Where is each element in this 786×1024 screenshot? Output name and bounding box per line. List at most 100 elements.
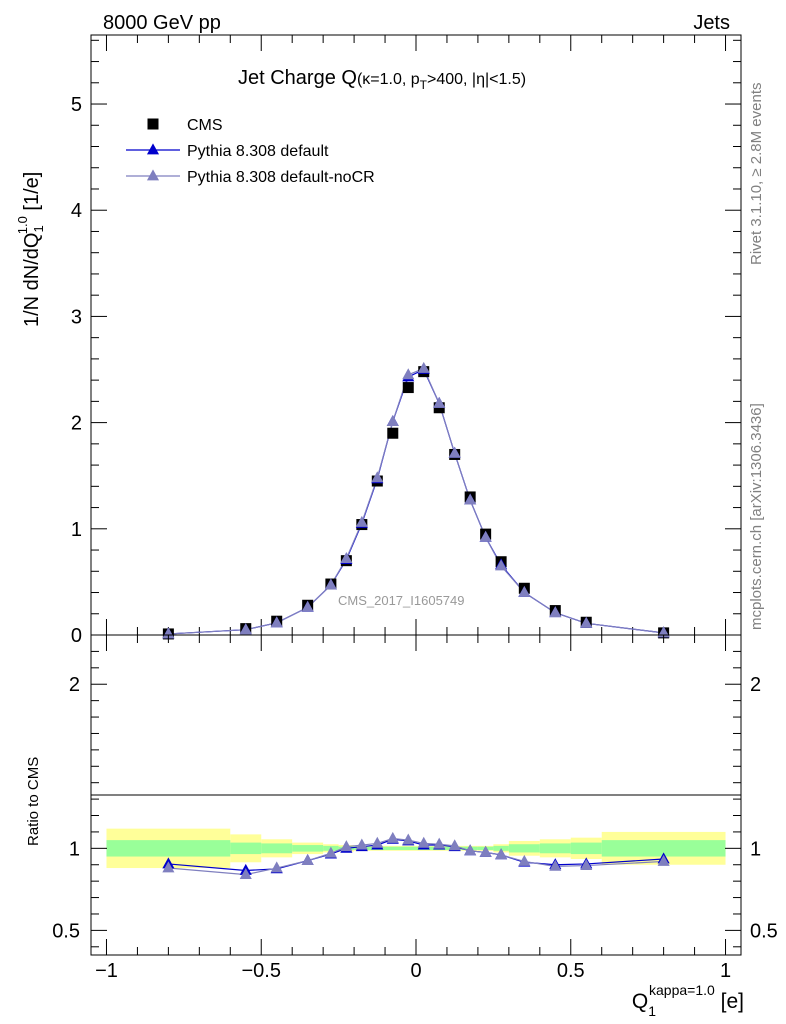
- ratio-point-nocr: [239, 867, 252, 879]
- y-tick-label-main: 1: [71, 519, 82, 541]
- plot-title-cut-rest: >400, |η|<1.5): [427, 71, 526, 88]
- data-point-nocr: [580, 616, 593, 628]
- y-label-main-sub: 1: [31, 226, 46, 233]
- x-label-sub: 1: [648, 1003, 656, 1019]
- legend: CMS Pythia 8.308 default Pythia 8.308 defa…: [126, 117, 375, 186]
- ratio-point-nocr: [580, 858, 593, 870]
- ratio-point-nocr: [448, 839, 461, 851]
- y-tick-label-main: 5: [71, 94, 82, 116]
- ratio-point-nocr: [549, 859, 562, 871]
- ratio-point-nocr: [270, 861, 283, 873]
- legend-nocr-marker: [146, 169, 160, 181]
- data-point-nocr: [464, 493, 477, 505]
- plot-title-cut: (κ=1.0, p: [357, 71, 420, 88]
- data-point-nocr: [239, 623, 252, 635]
- main-ticks: 0 1 2 3 4 5: [71, 35, 741, 647]
- y-tick-label-main: 4: [71, 200, 82, 222]
- ratio-curves: [168, 837, 664, 876]
- data-point-nocr: [162, 627, 175, 639]
- y-label-main-sup: 1.0: [15, 216, 30, 234]
- legend-default-marker: [146, 143, 160, 155]
- ratio-point-nocr: [340, 840, 353, 852]
- data-point-nocr: [355, 515, 368, 527]
- data-point-nocr: [402, 368, 415, 380]
- x-label-units: [e]: [715, 990, 744, 1013]
- band-inner-bin: [570, 842, 602, 855]
- plot-title-main: Jet Charge Q: [238, 67, 357, 89]
- band-inner-bin: [385, 846, 401, 850]
- y-tick-label-main: 3: [71, 306, 82, 328]
- x-tick-label: 0: [410, 960, 421, 982]
- plot-title: Jet Charge Q(κ=1.0, pT>400, |η|<1.5): [238, 67, 526, 92]
- y-tick-label-ratio: 1: [69, 838, 80, 860]
- y-tick-label-ratio-right: 1: [750, 838, 761, 860]
- ratio-point-nocr: [371, 836, 384, 848]
- band-inner-bin: [539, 843, 571, 854]
- data-point-nocr: [549, 606, 562, 618]
- header-energy-label: 8000 GeV pp: [103, 12, 221, 34]
- ratio-uncertainty-bands: [106, 828, 726, 869]
- band-inner-bin: [400, 846, 416, 850]
- ratio-point-nocr: [324, 846, 337, 858]
- ratio-point-nocr: [518, 854, 531, 866]
- mcplots-label: mcplots.cern.ch [arXiv:1306.3436]: [748, 403, 765, 630]
- band-inner-bin: [106, 840, 231, 857]
- ratio-point-nocr: [495, 848, 508, 860]
- ratio-point-nocr: [479, 845, 492, 857]
- x-axis-label: Q1 kappa=1.0 [e]: [632, 982, 744, 1019]
- x-tick-label: 0.5: [557, 960, 585, 982]
- ratio-point-nocr: [433, 837, 446, 849]
- band-inner-bin: [601, 840, 726, 857]
- rivet-label: Rivet 3.1.10, ≥ 2.8M events: [748, 83, 765, 266]
- x-label-sup: kappa=1.0: [649, 982, 715, 998]
- band-inner-bin: [508, 844, 540, 853]
- legend-nocr-label: Pythia 8.308 default-noCR: [187, 169, 375, 186]
- ratio-point-nocr: [162, 861, 175, 873]
- y-tick-label-ratio-right: 2: [750, 674, 761, 696]
- y-label-main-text: 1/N dN/dQ: [21, 233, 43, 327]
- plot-title-cut-sub: T: [420, 78, 428, 92]
- data-point-nocr: [270, 616, 283, 628]
- x-tick-labels: −1 −0.5 0 0.5 1: [95, 960, 731, 982]
- band-inner-bin: [292, 845, 324, 852]
- y-tick-label-main: 0: [71, 625, 82, 647]
- ratio-plot-panel: 0.5 0.5 1 1 2 2 Ratio to CMS: [25, 634, 778, 956]
- ratio-ticks: 0.5 0.5 1 1 2 2: [52, 635, 778, 955]
- ratio-point-nocr: [657, 854, 670, 866]
- data-point-nocr: [448, 446, 461, 458]
- x-tick-label: 1: [720, 960, 731, 982]
- y-tick-label-ratio-right: 0.5: [750, 920, 778, 942]
- band-inner-bin: [230, 842, 262, 855]
- data-point-nocr: [301, 600, 314, 612]
- legend-default-label: Pythia 8.308 default: [187, 143, 329, 160]
- ratio-line-nocr: [168, 837, 664, 876]
- y-tick-label-ratio: 2: [69, 674, 80, 696]
- data-point-nocr: [518, 585, 531, 597]
- y-label-main-units: [1/e]: [21, 172, 43, 216]
- x-tick-label: −1: [95, 960, 118, 982]
- legend-cms-marker: [147, 118, 159, 130]
- data-point-cms: [402, 382, 414, 394]
- data-point-nocr: [386, 414, 399, 426]
- data-point-nocr: [495, 559, 508, 571]
- data-point-nocr: [433, 396, 446, 408]
- ratio-point-nocr: [417, 836, 430, 848]
- ratio-point-nocr: [386, 831, 399, 843]
- y-tick-label-main: 2: [71, 413, 82, 435]
- header-process-label: Jets: [693, 12, 730, 34]
- legend-cms-label: CMS: [187, 117, 223, 134]
- ratio-point-nocr: [355, 838, 368, 850]
- ratio-point-nocr: [402, 833, 415, 845]
- data-point-cms: [387, 427, 399, 439]
- x-tick-label: −0.5: [241, 960, 280, 982]
- y-axis-label-main: 1/N dN/dQ11.0 [1/e]: [15, 172, 46, 327]
- data-point-nocr: [340, 551, 353, 563]
- y-tick-label-ratio: 0.5: [52, 920, 80, 942]
- ratio-point-nocr: [301, 854, 314, 866]
- data-point-nocr: [417, 361, 430, 373]
- band-inner-bin: [261, 843, 293, 854]
- data-point-nocr: [479, 530, 492, 542]
- ratio-point-nocr: [464, 844, 477, 856]
- data-point-nocr: [371, 471, 384, 483]
